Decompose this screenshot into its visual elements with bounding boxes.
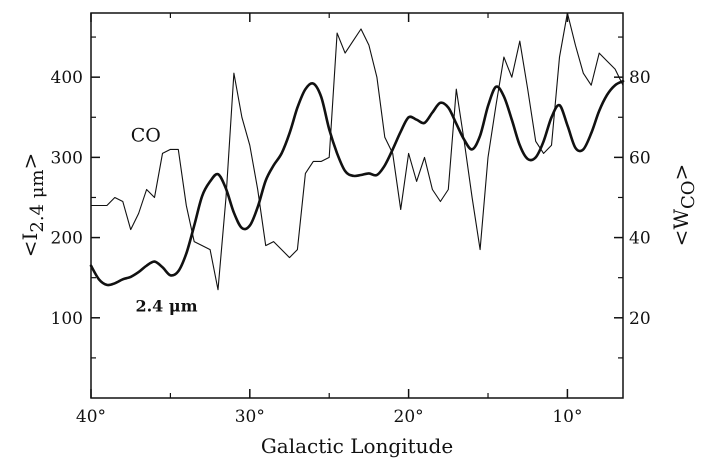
x-axis-title: Galactic Longitude: [261, 434, 453, 458]
y-tick-label-right: 40: [629, 229, 651, 249]
y-tick-label-right: 20: [629, 309, 651, 329]
series-layer: [89, 12, 625, 291]
y-axis-title-right-sub: CO: [678, 180, 699, 209]
series-line-co: [91, 12, 624, 291]
y-tick-label-right: 60: [629, 148, 651, 168]
y-axis-title-left: <I2.4 μm>: [18, 153, 48, 258]
x-tick-label: 10°: [552, 407, 582, 427]
y-tick-label-left: 100: [51, 309, 83, 329]
plot-frame: [90, 12, 624, 399]
x-tick-label: 30°: [235, 407, 265, 427]
y-tick-label-left: 300: [51, 148, 83, 168]
y-axis-title-right: <WCO>: [669, 164, 699, 247]
series-label-co: CO: [131, 124, 161, 146]
y-tick-label-left: 200: [51, 229, 83, 249]
y-axis-title-left-main: <I: [18, 233, 42, 258]
y-tick-label-right: 80: [629, 68, 651, 88]
labels-layer: CO 2.4 μm: [131, 124, 198, 315]
y-axis-title-left-sub: 2.4 μm: [27, 169, 48, 232]
ticks: 40° 30° 20° 10° 100 200 300 400 20 40 60 80: [51, 13, 651, 427]
series-line-2-4-m: [89, 79, 625, 287]
x-tick-label: 20°: [394, 407, 424, 427]
y-tick-label-left: 400: [51, 68, 83, 88]
x-tick-label: 40°: [76, 407, 106, 427]
series-label-2-4-m: 2.4 μm: [135, 296, 197, 315]
y-axis-title-right-close: >: [669, 164, 693, 181]
y-axis-title-left-close: >: [18, 153, 42, 170]
y-axis-title-right-main: <W: [669, 209, 693, 247]
